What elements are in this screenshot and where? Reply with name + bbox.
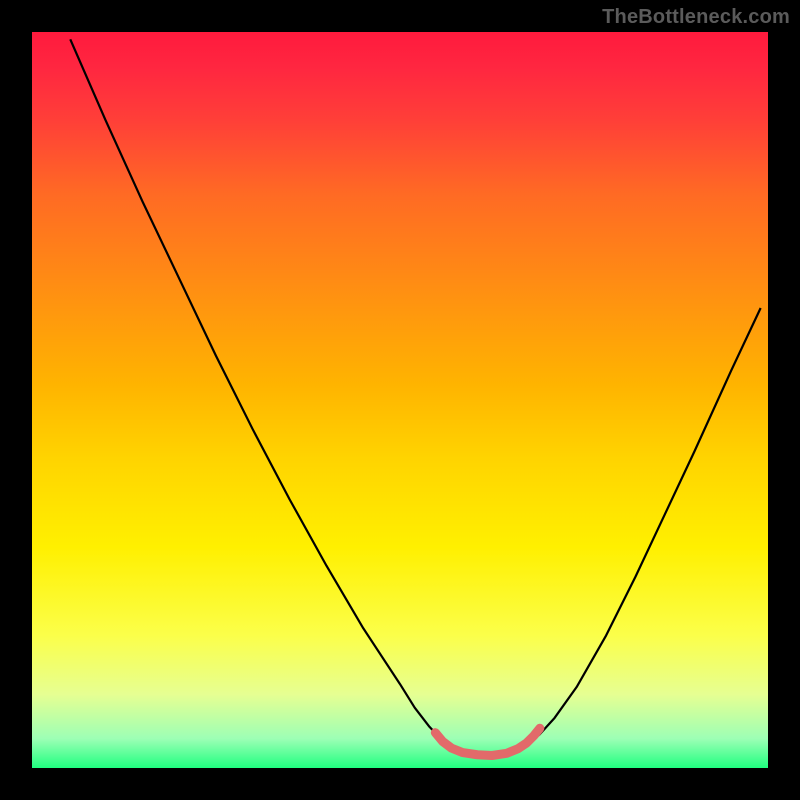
gradient-background bbox=[32, 32, 768, 768]
watermark-text: TheBottleneck.com bbox=[602, 6, 790, 29]
bottleneck-chart bbox=[0, 0, 800, 800]
